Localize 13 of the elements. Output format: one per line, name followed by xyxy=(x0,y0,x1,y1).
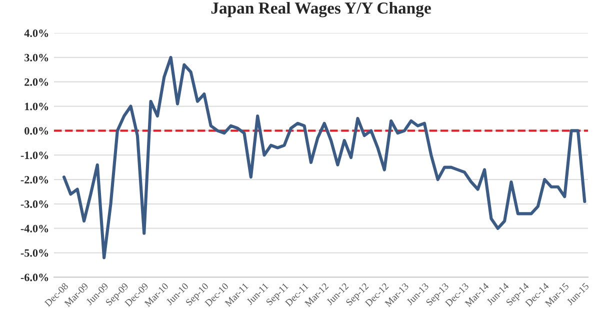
y-tick-label: 0.0% xyxy=(24,127,48,135)
line-series xyxy=(62,56,586,260)
y-tick-label: -6.0% xyxy=(20,274,48,282)
y-tick-label: -2.0% xyxy=(20,176,48,184)
y-tick-label: -1.0% xyxy=(20,152,48,160)
y-tick-label: -4.0% xyxy=(20,224,48,232)
y-tick-label: 1.0% xyxy=(25,102,48,110)
chart-title: Japan Real Wages Y/Y Change xyxy=(211,2,431,18)
y-tick-label: 4.0% xyxy=(24,29,48,38)
y-tick-label: 3.0% xyxy=(24,54,48,62)
y-tick-label: -5.0% xyxy=(20,249,48,257)
y-tick-label: 2.0% xyxy=(24,78,48,86)
y-tick-label: -3.0% xyxy=(20,200,48,208)
